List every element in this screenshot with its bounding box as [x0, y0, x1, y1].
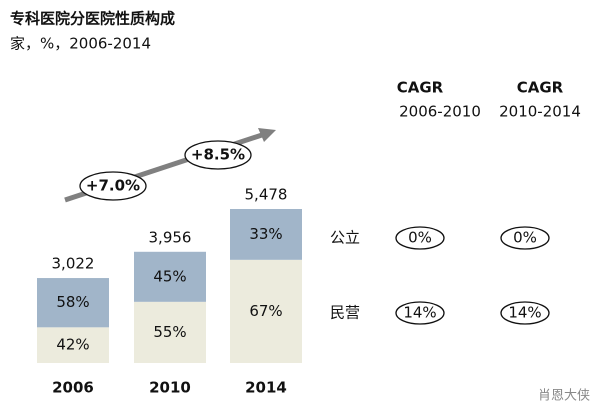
x-tick-label: 2010 — [149, 379, 191, 397]
cagr-title: CAGR — [397, 79, 444, 97]
total-label: 5,478 — [245, 186, 288, 204]
cagr-period: 2010-2014 — [499, 103, 581, 121]
cagr-bubble — [500, 226, 550, 250]
total-label: 3,956 — [149, 228, 192, 246]
x-tick-label: 2014 — [245, 379, 287, 397]
cagr-bubble — [500, 301, 550, 325]
legend-label: 民营 — [330, 304, 360, 322]
watermark: 肖恩大侠 — [538, 389, 590, 404]
chart-title: 专科医院分医院性质构成 — [10, 10, 175, 28]
segment-label: 55% — [153, 323, 186, 341]
segment-label: 45% — [153, 267, 186, 285]
bar-segment — [134, 251, 206, 302]
legend-label: 公立 — [330, 229, 360, 247]
bar-segment — [37, 278, 109, 328]
bar-segment — [230, 209, 302, 260]
cagr-value: 0% — [513, 229, 537, 247]
segment-label: 67% — [249, 302, 282, 320]
arrow-head — [258, 128, 276, 142]
cagr-title: CAGR — [517, 79, 564, 97]
growth-label: +8.5% — [191, 146, 245, 164]
bar-segment — [230, 259, 302, 363]
cagr-value: 0% — [408, 229, 432, 247]
cagr-bubble — [395, 301, 445, 325]
growth-bubble — [184, 140, 252, 170]
bar-segment — [134, 301, 206, 363]
bar-segment — [37, 327, 109, 363]
segment-label: 33% — [249, 225, 282, 243]
x-tick-label: 2006 — [52, 379, 94, 397]
growth-label: +7.0% — [86, 177, 140, 195]
cagr-value: 14% — [508, 304, 541, 322]
segment-label: 42% — [56, 336, 89, 354]
chart-subtitle: 家，%，2006-2014 — [10, 35, 151, 53]
cagr-period: 2006-2010 — [399, 103, 481, 121]
growth-bubble — [79, 171, 147, 201]
cagr-value: 14% — [403, 304, 436, 322]
segment-label: 58% — [56, 293, 89, 311]
total-label: 3,022 — [52, 255, 95, 273]
cagr-bubble — [395, 226, 445, 250]
